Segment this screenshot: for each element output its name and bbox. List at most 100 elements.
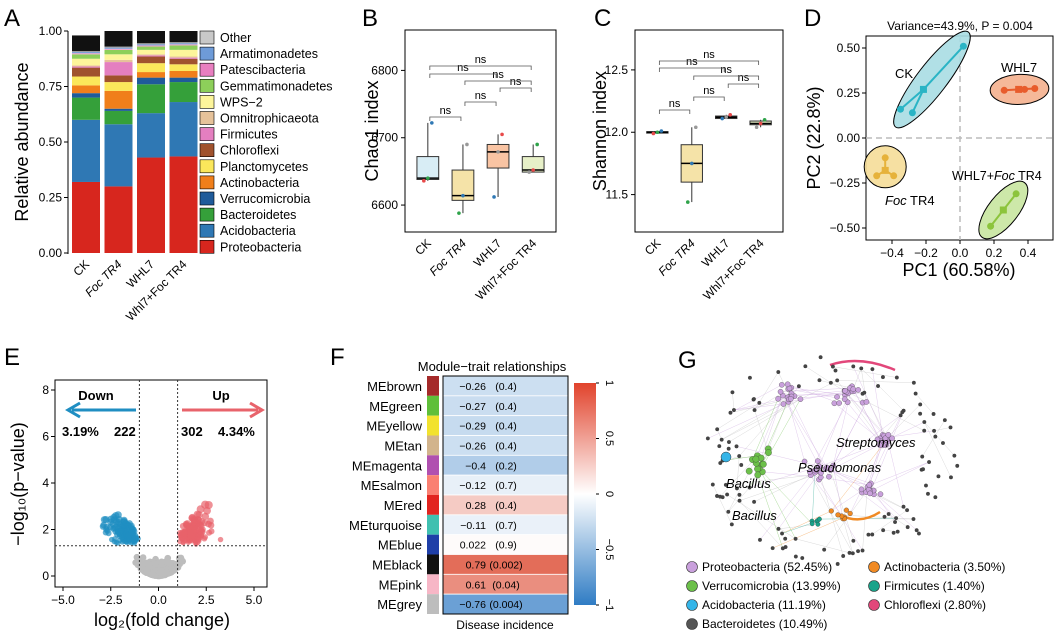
a-bar-segment (169, 42, 198, 44)
e-point-sig (125, 531, 131, 538)
a-bar-segment (104, 31, 133, 47)
g-node (754, 471, 762, 479)
a-bar-segment (104, 48, 133, 50)
g-edge (790, 398, 830, 477)
box-body (416, 156, 440, 180)
a-bar-segment (137, 77, 165, 85)
d-sample-point (1021, 85, 1029, 93)
g-node (914, 528, 919, 533)
e-point-sig (117, 530, 124, 537)
g-edge (758, 467, 796, 539)
box-point (758, 121, 763, 126)
a-bar-segment (137, 49, 165, 55)
a-bar-segment (104, 54, 133, 60)
g-edge (728, 398, 801, 443)
g-edge (820, 477, 844, 557)
g-edge (831, 439, 887, 512)
g-node (898, 413, 903, 418)
e-point-sig (103, 526, 110, 533)
a-legend-label: Armatimonadetes (220, 47, 318, 61)
panel-label-e: E (4, 344, 20, 371)
f-module-swatch (427, 514, 439, 535)
g-node (842, 387, 848, 394)
g-edge (833, 415, 901, 466)
g-node (922, 420, 927, 424)
e-up-count: 302 (181, 424, 203, 439)
box-point (426, 176, 430, 180)
g-node (886, 512, 891, 516)
g-node (828, 380, 833, 385)
g-node (920, 454, 925, 459)
e-point-sig (217, 536, 224, 543)
ytick-label: 6 (42, 430, 49, 444)
e-point-sig (205, 520, 212, 528)
g-node (889, 435, 895, 442)
g-node (747, 485, 752, 490)
f-module-swatch (427, 475, 439, 495)
panel-label-c: C (594, 5, 611, 32)
g-edge (772, 516, 845, 549)
e-point-ns (148, 571, 156, 578)
box-point (689, 161, 694, 166)
ytick-label: −0.50 (830, 221, 861, 235)
a-legend-swatch (199, 159, 215, 174)
g-edge (781, 510, 832, 534)
ytick-label: 0.00 (837, 131, 861, 145)
e-point-sig (185, 539, 192, 545)
g-node (826, 473, 832, 480)
box-point (492, 195, 496, 199)
g-legend-swatch (686, 599, 698, 611)
b-ylabel: Chao1 index (362, 80, 382, 181)
f-module-swatch (427, 554, 439, 575)
e-point-ns (152, 560, 159, 568)
g-node (894, 516, 899, 521)
f-cell-p: (0.4) (495, 381, 517, 393)
g-node (850, 551, 855, 556)
e-point-sig (107, 515, 115, 523)
e-up-arrow (182, 401, 265, 419)
f-cell-p: (0.2) (495, 460, 517, 472)
g-legend-label: Firmicutes (1.40%) (884, 579, 985, 593)
g-edge (872, 509, 908, 535)
g-legend-label: Actinobacteria (3.50%) (884, 560, 1005, 574)
box-point (535, 142, 539, 147)
g-node (894, 375, 899, 380)
g-edge (842, 518, 854, 554)
g-edge (861, 368, 904, 411)
a-bar-segment (104, 59, 133, 63)
box-point (496, 150, 500, 154)
g-edge (844, 399, 878, 440)
g-legend-label: Chloroflexi (2.80%) (884, 598, 986, 612)
a-bar-segment (137, 84, 165, 114)
g-node (783, 545, 788, 549)
g-node (835, 512, 841, 518)
f-cell-p: (0.4) (495, 421, 517, 433)
a-legend-swatch (199, 111, 215, 125)
xtick-label: 0.4 (1020, 246, 1037, 260)
a-bar-segment (169, 57, 198, 59)
a-bar-segment (169, 77, 198, 83)
f-row-label: MEyellow (366, 419, 422, 434)
d-sample-point (987, 222, 995, 230)
sig-label: ns (492, 69, 504, 81)
g-node (866, 482, 873, 488)
g-node (922, 428, 927, 433)
a-bar-segment (137, 56, 165, 64)
a-legend-swatch (199, 62, 215, 77)
a-bar-segment (137, 157, 165, 253)
g-node (921, 467, 925, 472)
a-legend-swatch (199, 30, 215, 45)
ytick-label: −0.25 (830, 176, 861, 190)
e-point-sig (201, 512, 210, 521)
a-ytick-label: 0.50 (39, 135, 63, 149)
d-xlabel: PC1 (60.58%) (902, 260, 1015, 280)
e-point-sig (130, 538, 136, 545)
box-point (762, 117, 767, 122)
sig-bracket (464, 101, 497, 106)
e-point-ns (164, 554, 172, 562)
g-node (901, 504, 906, 509)
g-edge (810, 475, 845, 519)
a-legend-swatch (199, 223, 215, 238)
a-bar-segment (72, 66, 100, 68)
box-point (724, 115, 729, 120)
